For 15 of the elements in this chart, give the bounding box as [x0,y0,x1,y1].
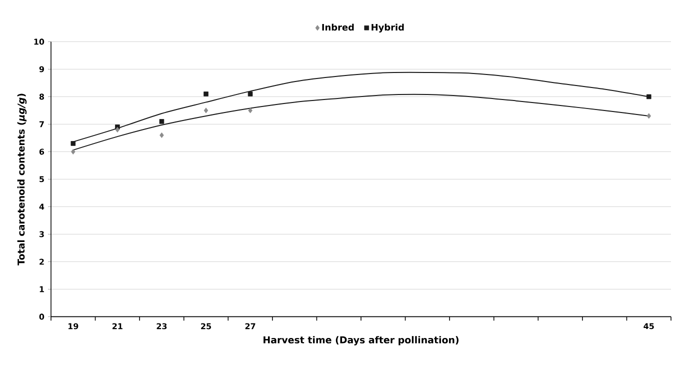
legend-label: Hybrid [372,24,404,32]
point [159,119,164,124]
point [204,92,208,96]
point [160,132,164,138]
point [115,126,120,132]
y-axis-title: Total carotenoid contents (μg/g) [17,94,27,266]
point [204,108,208,114]
point [646,113,652,119]
point [646,94,652,100]
x-axis-title: Harvest time (Days after pollination) [264,336,458,346]
point [71,148,76,154]
point [70,141,76,146]
point [248,108,252,114]
legend-label: Inbred [322,24,354,31]
point [248,92,253,96]
